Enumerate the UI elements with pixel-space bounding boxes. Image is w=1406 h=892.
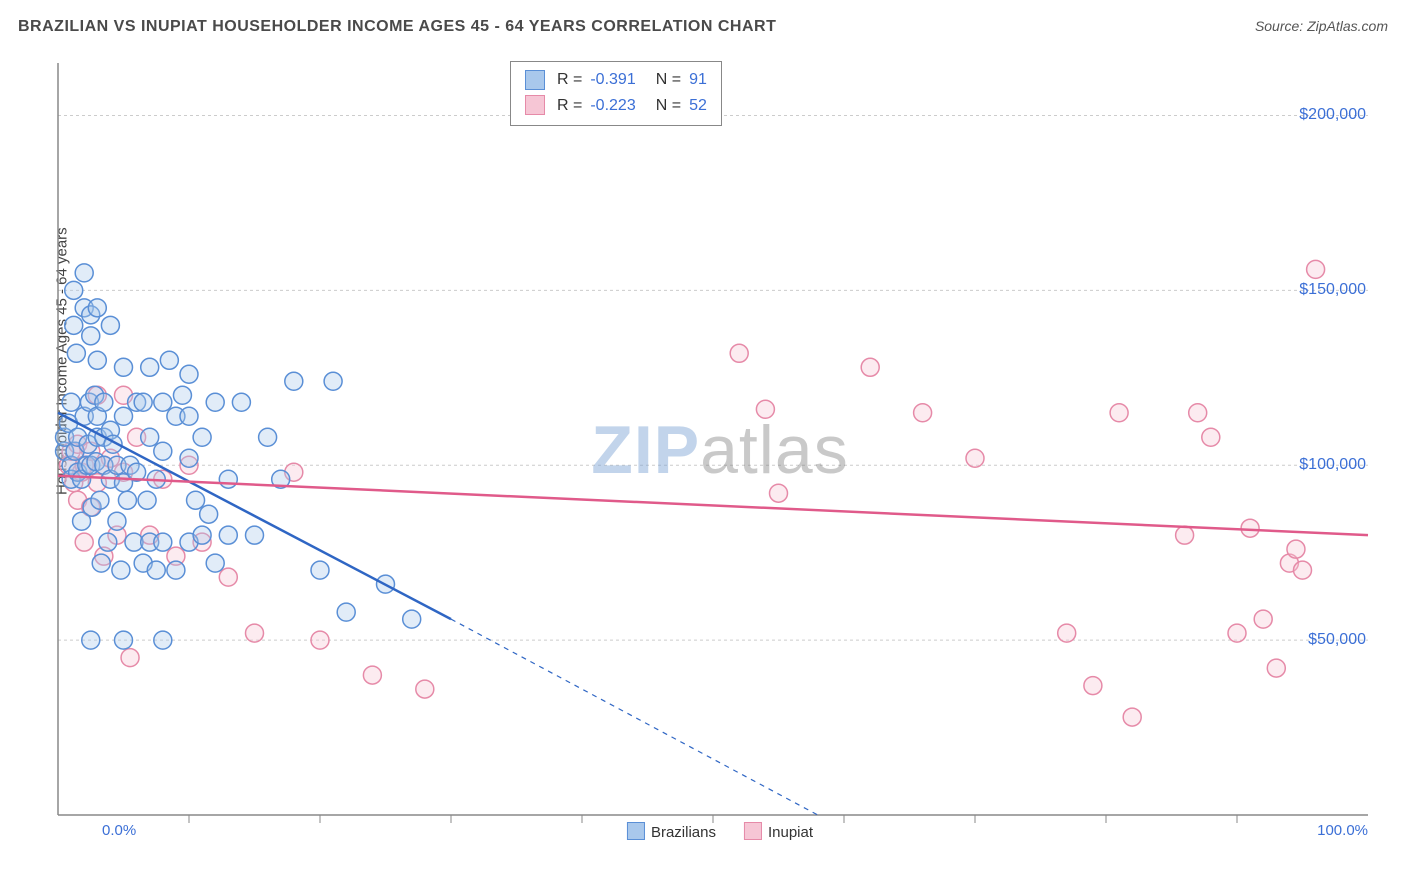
y-tick-label: $150,000 bbox=[1299, 281, 1366, 299]
chart-area: Householder Income Ages 45 - 64 years ZI… bbox=[50, 55, 1390, 845]
legend-bottom: Brazilians Inupiat bbox=[627, 822, 813, 841]
stats-row-brazilians: R = -0.391 N = 91 bbox=[525, 67, 707, 93]
legend-item-brazilians: Brazilians bbox=[627, 822, 716, 841]
correlation-stats-box: R = -0.391 N = 91 R = -0.223 N = 52 bbox=[510, 61, 722, 126]
legend-item-inupiat: Inupiat bbox=[744, 822, 813, 841]
y-tick-label: $50,000 bbox=[1308, 631, 1366, 649]
y-tick-label: $100,000 bbox=[1299, 456, 1366, 474]
x-axis-max-label: 100.0% bbox=[1317, 822, 1368, 839]
stats-row-inupiat: R = -0.223 N = 52 bbox=[525, 93, 707, 119]
source-attribution: Source: ZipAtlas.com bbox=[1255, 18, 1388, 34]
chart-title: BRAZILIAN VS INUPIAT HOUSEHOLDER INCOME … bbox=[18, 18, 776, 36]
y-tick-label: $200,000 bbox=[1299, 106, 1366, 124]
scatter-chart-svg bbox=[50, 55, 1390, 845]
x-axis-min-label: 0.0% bbox=[102, 822, 136, 839]
